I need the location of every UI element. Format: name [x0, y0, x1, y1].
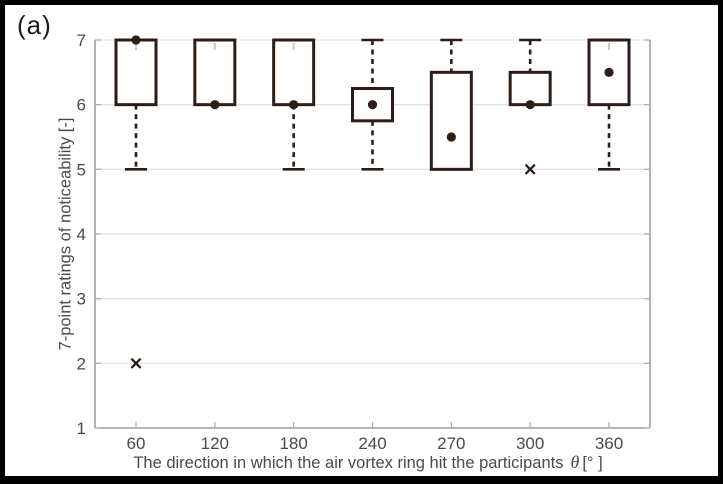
figure-border-top	[0, 0, 723, 5]
median-dot	[131, 35, 141, 45]
x-tick-label: 240	[358, 434, 386, 453]
x-axis-label: The direction in which the air vortex ri…	[133, 452, 602, 473]
x-tick-label: 180	[279, 434, 307, 453]
y-tick-label: 6	[77, 96, 86, 115]
box-120	[193, 38, 237, 107]
y-tick-label: 4	[77, 225, 86, 244]
y-tick-label: 1	[77, 419, 86, 438]
median-dot	[604, 67, 614, 77]
panel-label: (a)	[17, 10, 52, 40]
median-dot	[525, 100, 535, 110]
y-axis-label: 7-point ratings of noticeability [-]	[56, 117, 75, 351]
figure-border-left	[0, 0, 5, 484]
outlier-marker	[130, 357, 142, 369]
figure-border-right	[718, 0, 723, 484]
x-tick-label: 300	[516, 434, 544, 453]
box-60	[114, 38, 158, 107]
median-dot	[367, 100, 378, 110]
theta-symbol: θ	[570, 452, 580, 472]
y-tick-label: 7	[77, 31, 86, 50]
y-tick-label: 2	[77, 354, 86, 373]
box-300	[508, 70, 552, 107]
outlier-marker	[524, 163, 536, 175]
x-axis-label-units: [° ]	[582, 454, 603, 472]
median-dot	[210, 100, 220, 110]
x-tick-label: 360	[595, 434, 623, 453]
x-tick-label: 60	[127, 434, 146, 453]
median-dot	[289, 100, 299, 110]
median-dot	[446, 132, 456, 142]
box-180	[272, 38, 316, 107]
box-270	[429, 70, 473, 171]
y-tick-label: 3	[77, 290, 86, 309]
x-tick-label: 120	[201, 434, 229, 453]
x-axis-label-text: The direction in which the air vortex ri…	[133, 454, 564, 472]
y-tick-label: 5	[77, 160, 86, 179]
x-tick-label: 270	[437, 434, 465, 453]
figure-border-bottom	[0, 476, 723, 484]
